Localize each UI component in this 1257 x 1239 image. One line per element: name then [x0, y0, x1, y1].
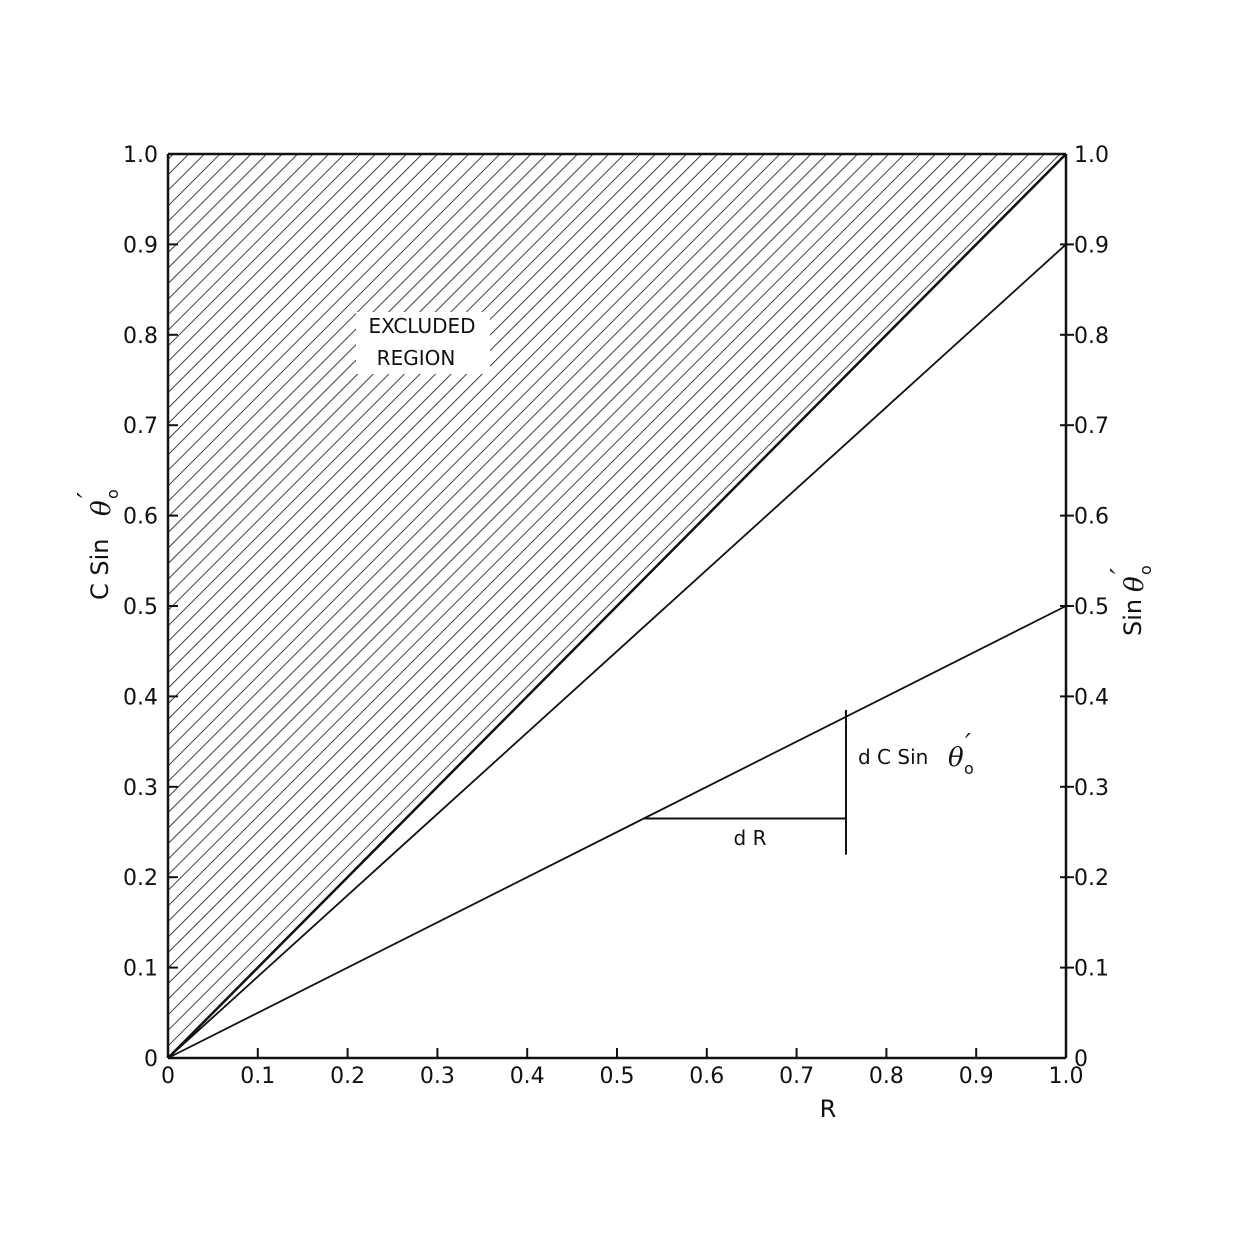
x-tick-label-0.2: 0.2	[330, 1064, 365, 1089]
x-tick-label-0.5: 0.5	[600, 1064, 635, 1089]
svg-text:o: o	[964, 759, 974, 778]
y-right-tick-label-0.3: 0.3	[1074, 776, 1109, 801]
x-tick-label-1.0: 1.0	[1049, 1064, 1084, 1089]
excluded-region-label-line1: EXCLUDED	[368, 314, 475, 338]
x-tick-label-0: 0	[161, 1064, 175, 1089]
series-line-3	[167, 605, 1067, 1059]
x-tick-label-0.1: 0.1	[240, 1064, 275, 1089]
dy-label: d C Sin θ ′ o	[858, 729, 974, 778]
y-left-tick-label-0.2: 0.2	[123, 866, 158, 891]
y-right-tick-label-0.9: 0.9	[1074, 233, 1109, 258]
y-right-tick-label-1.0: 1.0	[1074, 143, 1109, 168]
y-right-tick-label-0.6: 0.6	[1074, 505, 1109, 530]
y-left-tick-label-0.5: 0.5	[123, 595, 158, 620]
svg-text:′: ′	[1106, 568, 1136, 574]
y-left-tick-label-0.9: 0.9	[123, 233, 158, 258]
series-line-1	[167, 153, 1067, 1059]
y-right-tick-label-0.1: 0.1	[1074, 957, 1109, 982]
excluded-region-label-line2: REGION	[377, 346, 456, 370]
x-tick-label-0.8: 0.8	[869, 1064, 904, 1089]
svg-text:′: ′	[965, 729, 971, 759]
x-tick-label-0.9: 0.9	[959, 1064, 994, 1089]
x-tick-label-0.3: 0.3	[420, 1064, 455, 1089]
x-tick-label-0.7: 0.7	[779, 1064, 814, 1089]
x-tick-label-0.6: 0.6	[689, 1064, 724, 1089]
y-right-tick-label-0.8: 0.8	[1074, 324, 1109, 349]
y-right-tick-label-0.7: 0.7	[1074, 414, 1109, 439]
y-axis-right-title: Sin θ ′ o	[1106, 565, 1155, 636]
y-left-tick-label-0.4: 0.4	[123, 685, 158, 710]
x-axis-title: R	[820, 1095, 837, 1123]
series-line-2	[167, 243, 1067, 1059]
svg-text:o: o	[103, 489, 122, 499]
svg-text:d C Sin: d C Sin	[858, 745, 928, 769]
y-left-tick-label-0: 0	[144, 1047, 158, 1072]
plot-area: 0 0.1 0.2 0.3 0.4 0.5 0.6 0.7 0.8 0.9 1.000.10.20.…	[123, 143, 1109, 1089]
svg-text:Sin: Sin	[1119, 599, 1147, 636]
dr-label: d R	[734, 826, 767, 850]
excluded-region-label-bg	[356, 312, 490, 374]
y-left-tick-label-0.6: 0.6	[123, 505, 158, 530]
y-right-tick-label-0.2: 0.2	[1074, 866, 1109, 891]
y-right-tick-label-0.5: 0.5	[1074, 595, 1109, 620]
y-left-tick-label-0.7: 0.7	[123, 414, 158, 439]
y-left-tick-label-0.3: 0.3	[123, 776, 158, 801]
y-left-tick-label-0.8: 0.8	[123, 324, 158, 349]
y-right-tick-label-0.4: 0.4	[1074, 685, 1109, 710]
svg-text:C Sin: C Sin	[86, 539, 114, 601]
x-tick-label-0.4: 0.4	[510, 1064, 545, 1089]
y-right-tick-label-0: 0	[1074, 1047, 1088, 1072]
svg-text:θ: θ	[948, 743, 964, 773]
y-axis-left-title: C Sin θ ′ o	[73, 489, 122, 600]
svg-text:o: o	[1136, 565, 1155, 575]
y-left-tick-label-1.0: 1.0	[123, 143, 158, 168]
svg-text:θ: θ	[1120, 576, 1150, 592]
svg-text:θ: θ	[87, 500, 117, 516]
y-left-tick-label-0.1: 0.1	[123, 957, 158, 982]
svg-text:′: ′	[73, 492, 103, 498]
